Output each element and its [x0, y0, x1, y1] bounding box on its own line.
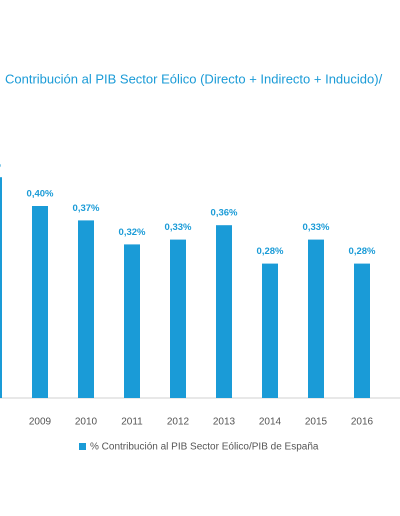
- value-label: 0,28%: [257, 246, 284, 257]
- bar: [354, 263, 370, 398]
- bar: [124, 244, 140, 398]
- x-tick-label: 2010: [75, 417, 98, 428]
- bar: [0, 177, 2, 398]
- x-tick-label: 2012: [167, 417, 190, 428]
- bar: [262, 263, 278, 398]
- value-label: 0,33%: [165, 222, 192, 233]
- x-tick-label: 2014: [259, 417, 282, 428]
- bar: [170, 239, 186, 398]
- chart-title: Contribución al PIB Sector Eólico (Direc…: [5, 71, 383, 86]
- bar: [308, 239, 324, 398]
- legend-label: % Contribución al PIB Sector Eólico/PIB …: [90, 442, 319, 453]
- x-tick-label: 2011: [121, 417, 143, 428]
- value-label: 6%: [0, 160, 1, 171]
- value-label: 0,33%: [303, 222, 330, 233]
- value-label: 0,28%: [349, 246, 376, 257]
- value-label: 0,32%: [119, 227, 146, 238]
- x-tick-label: 2009: [29, 417, 52, 428]
- bar: [78, 220, 94, 398]
- legend-swatch: [79, 443, 86, 450]
- x-tick-label: 2016: [351, 417, 374, 428]
- bar: [216, 225, 232, 398]
- value-label: 0,40%: [27, 189, 54, 200]
- x-tick-label: 2015: [305, 417, 328, 428]
- value-label: 0,36%: [211, 208, 238, 219]
- x-tick-label: 2013: [213, 417, 236, 428]
- value-label: 0,37%: [73, 203, 100, 214]
- bar: [32, 206, 48, 398]
